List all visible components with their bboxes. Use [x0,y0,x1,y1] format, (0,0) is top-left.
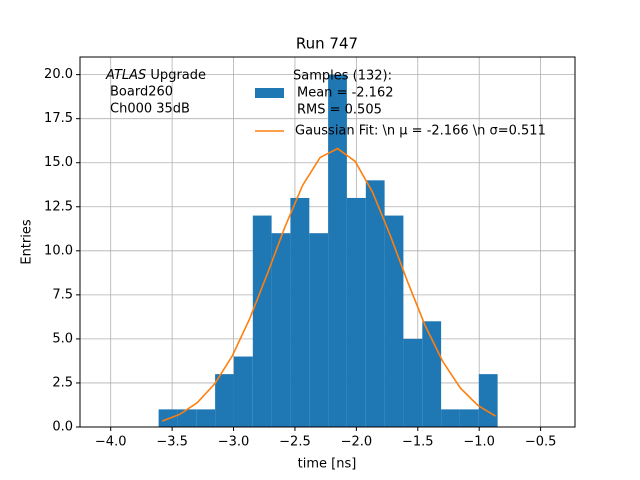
bar [441,409,460,427]
annotation-experiment: ATLAS [105,68,146,83]
fit-line [162,147,496,422]
x-tick-label: −1.5 [402,435,434,450]
y-axis-label: Entries [20,219,35,265]
bar [403,338,423,427]
bar [422,321,442,427]
y-tick-label: 17.5 [44,111,73,126]
bar [346,197,366,427]
bar [309,233,329,427]
bar [177,409,197,427]
bar [233,356,253,427]
x-tick-label: −2.5 [279,435,311,450]
chart-title: Run 747 [296,35,358,53]
annotation-line: Upgrade [150,68,206,83]
legend: Samples (132): Mean = -2.162 RMS = 0.505 Ga… [255,69,546,139]
marks [158,74,498,427]
bar [459,409,479,427]
bar [215,374,234,427]
ticks: −4.0 −3.5 −3.0 −2.5 −2.0 −1.5 −1.0 −0.5 0.0 2.5 5.… [44,67,556,449]
y-tick-label: 10.0 [44,243,73,258]
x-tick-label: −3.0 [218,435,250,450]
x-tick-label: −2.0 [341,435,373,450]
annotation-line: Board260 [110,85,173,100]
bar [365,180,385,427]
x-tick-label: −4.0 [95,435,127,450]
bar [384,215,404,427]
y-tick-label: 5.0 [52,331,73,346]
legend-swatch [255,88,284,98]
y-tick-label: 12.5 [44,199,73,214]
bar [328,74,347,427]
y-tick-label: 20.0 [44,67,73,82]
y-tick-label: 2.5 [52,375,73,390]
legend-label: Gaussian Fit: \n μ = -2.166 \n σ=0.511 [295,124,546,139]
bar [290,197,310,427]
bar [252,215,272,427]
legend-stat: Mean = -2.162 [297,86,393,101]
legend-stat: RMS = 0.505 [297,103,382,118]
annotation: ATLAS Upgrade [105,68,206,83]
x-axis-label: time [ns] [298,457,357,472]
y-tick-label: 15.0 [44,155,73,170]
bar [271,233,291,427]
bar [478,374,498,427]
x-tick-label: −1.0 [463,435,495,450]
bar [196,409,216,427]
y-tick-label: 7.5 [52,287,73,302]
x-tick-label: −3.5 [156,435,188,450]
x-tick-label: −0.5 [525,435,557,450]
y-tick-label: 0.0 [52,420,73,435]
legend-label: Samples (132): [293,69,392,84]
plot-frame [79,56,576,428]
annotation-line: Ch000 35dB [110,102,190,117]
